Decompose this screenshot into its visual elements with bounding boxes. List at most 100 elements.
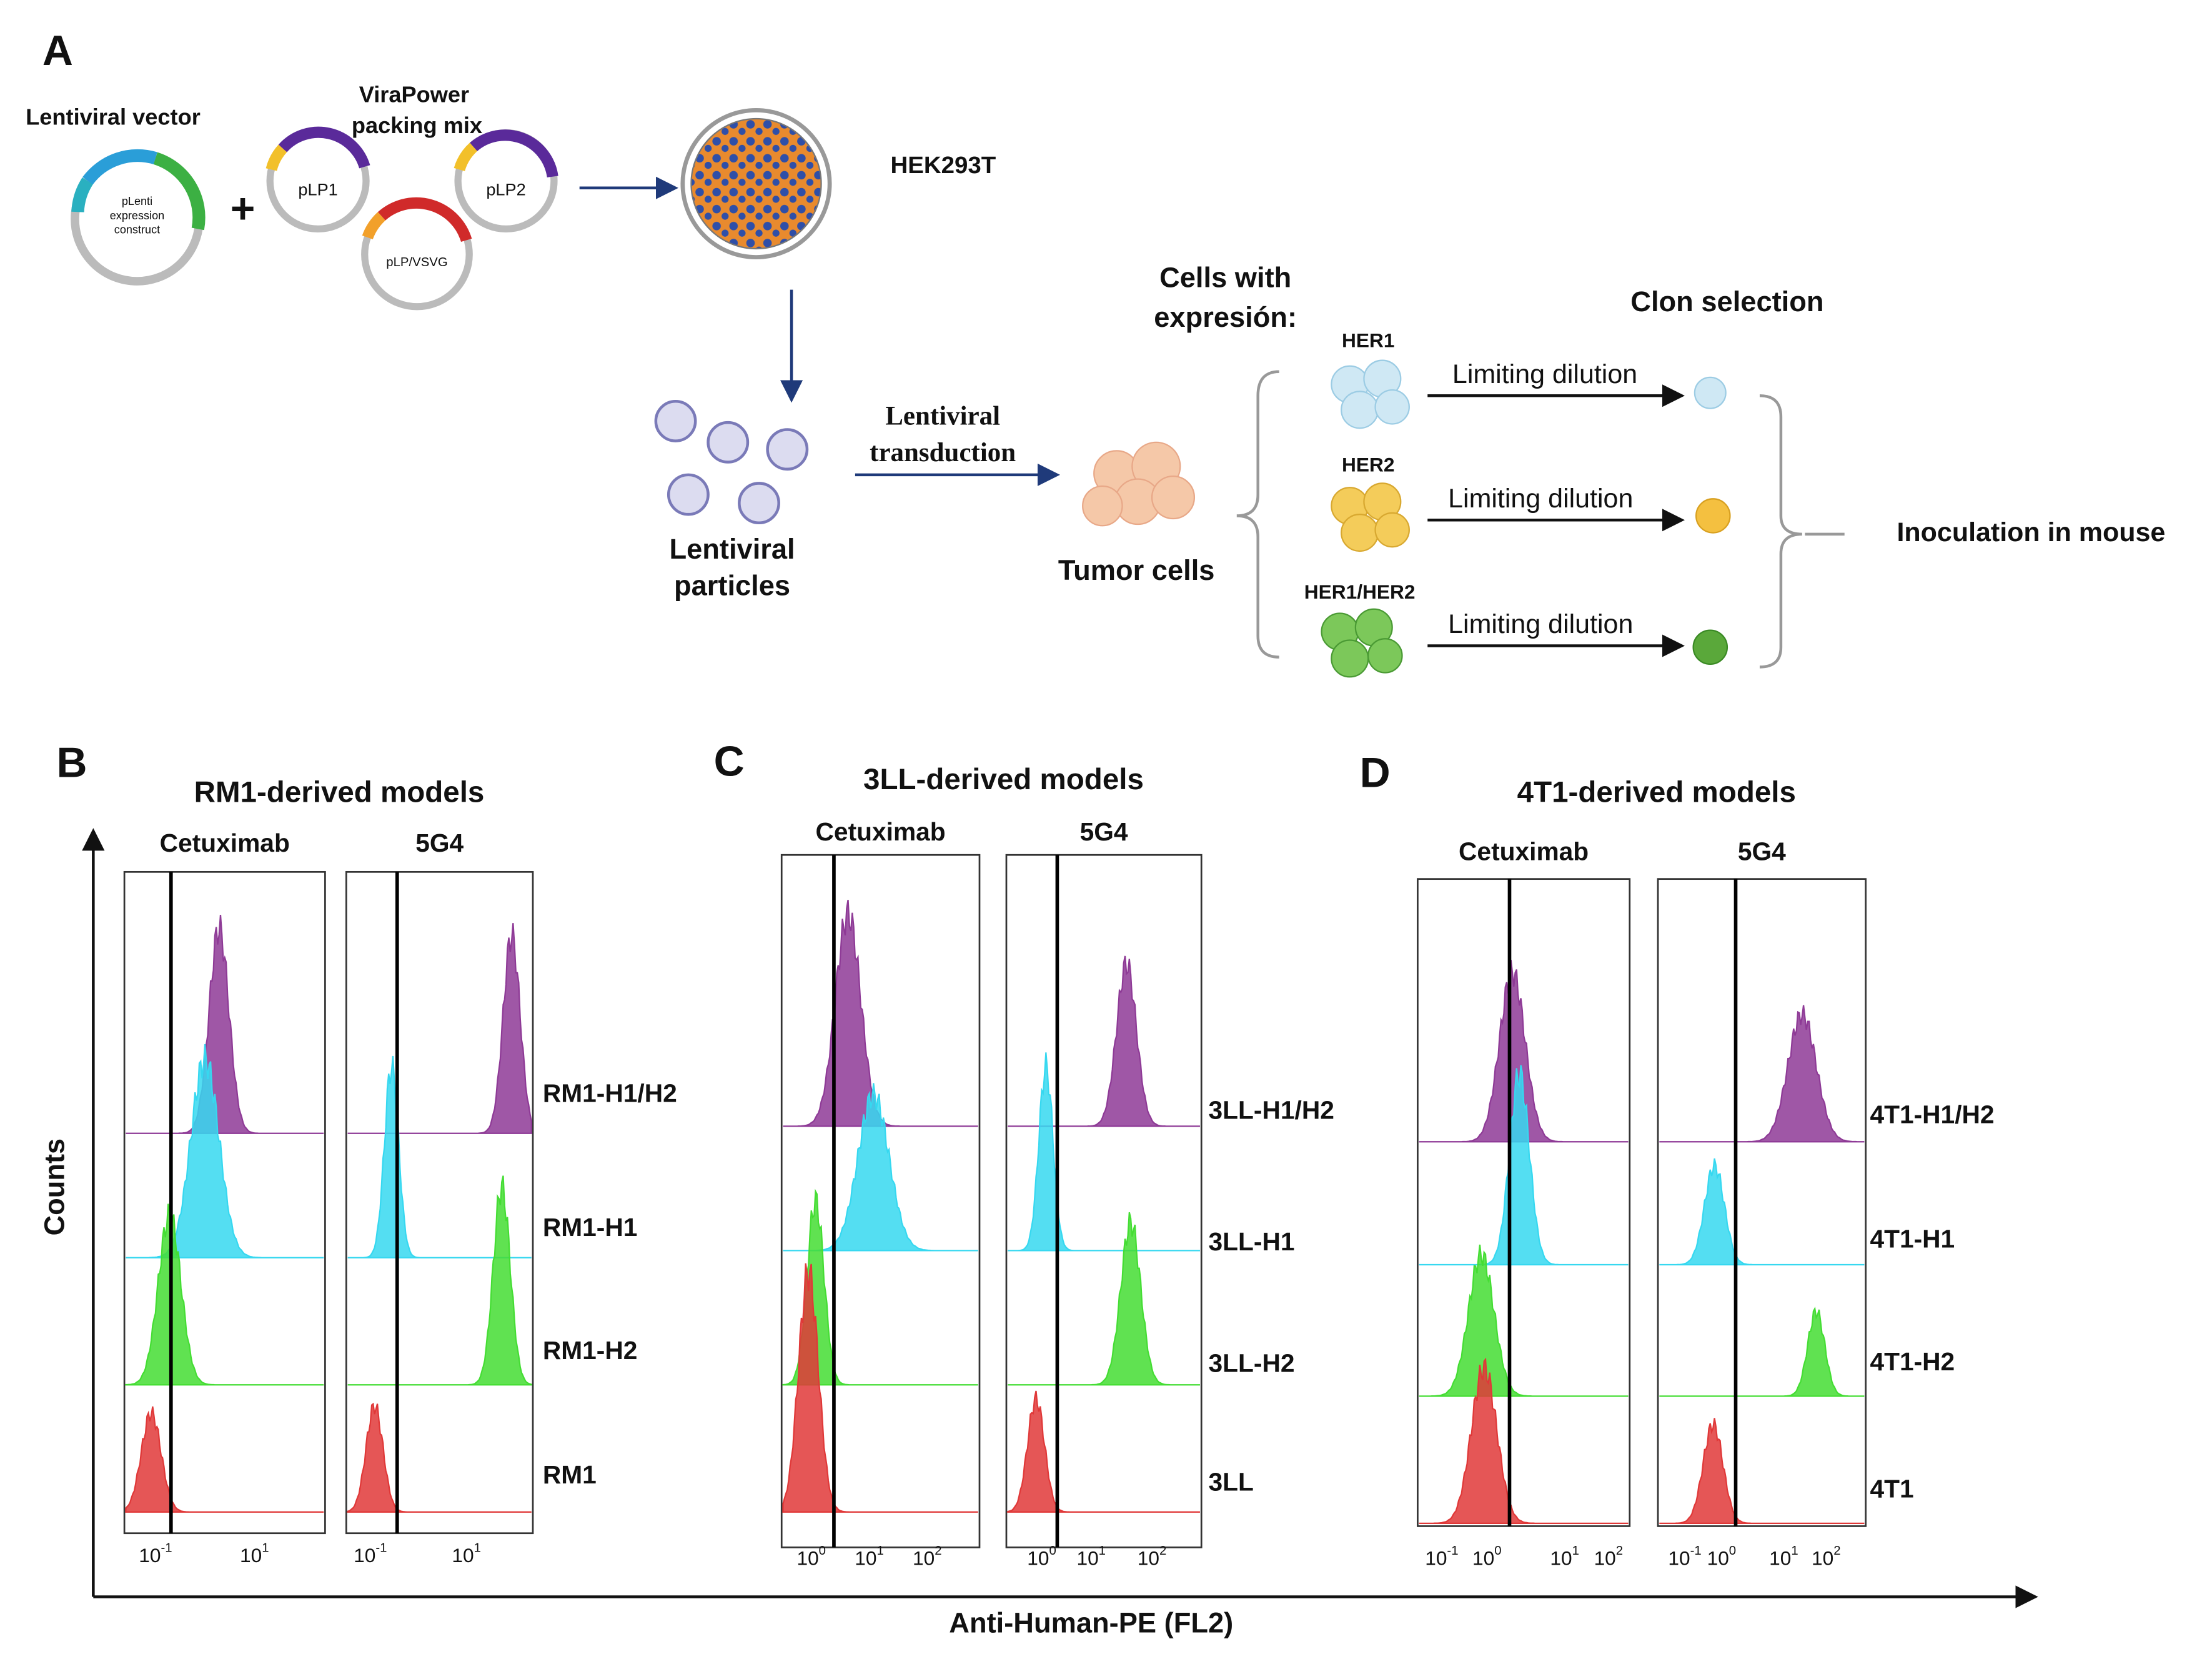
row-label: RM1	[543, 1460, 597, 1489]
tick-exp: -1	[1690, 1545, 1702, 1558]
histogram	[1419, 960, 1629, 1143]
x-tick-label: 100	[1707, 1545, 1737, 1570]
particles: particles	[674, 570, 790, 602]
packing-mix: packing mix	[352, 112, 482, 138]
tick-exp: 0	[1494, 1545, 1501, 1558]
histogram	[1419, 1244, 1629, 1397]
plasmid-label: pLP/VSVG	[386, 256, 447, 269]
row-label: 4T1-H2	[1870, 1347, 1955, 1376]
tick-exp: -1	[1447, 1545, 1458, 1558]
tick-base: 10	[913, 1547, 935, 1570]
row-label: 4T1-H1/H2	[1870, 1100, 1994, 1128]
histogram	[1007, 1390, 1200, 1513]
tick-base: 10	[240, 1545, 262, 1567]
tick-base: 10	[1472, 1547, 1494, 1570]
x-tick-label: 10-1	[139, 1542, 172, 1567]
construct-label: construct	[114, 223, 160, 236]
tick-exp: 1	[1572, 1545, 1579, 1558]
x-tick-label: 102	[1812, 1545, 1841, 1570]
tick-base: 10	[354, 1545, 375, 1567]
row-label: RM1-H1/H2	[543, 1079, 677, 1107]
tick-exp: 2	[935, 1545, 941, 1558]
clon-selection: Clon selection	[1630, 286, 1823, 317]
tick-exp: 2	[1833, 1545, 1840, 1558]
histogram	[347, 1402, 532, 1513]
histogram	[126, 915, 324, 1134]
tick-base: 10	[796, 1547, 818, 1570]
panel-label: C	[714, 738, 745, 785]
tick-base: 10	[1425, 1547, 1447, 1570]
plasmid-label: pLP1	[298, 179, 337, 199]
y-axis-label: Counts	[38, 1138, 70, 1236]
column-label: 5G4	[1738, 837, 1786, 866]
plasmid-label: pLP2	[486, 179, 525, 199]
row-label: 3LL	[1209, 1467, 1254, 1496]
tick-base: 10	[855, 1547, 876, 1570]
group-label: HER1/HER2	[1304, 580, 1416, 603]
histogram	[1659, 1418, 1865, 1525]
row-label: RM1-H2	[543, 1336, 638, 1365]
cells-with: Cells with	[1159, 262, 1291, 294]
transduction: Lentiviral	[885, 401, 1000, 431]
packing-mix: ViraPower	[359, 81, 469, 107]
histogram	[347, 923, 532, 1134]
tick-base: 10	[139, 1545, 161, 1567]
tick-exp: 0	[819, 1545, 826, 1558]
histogram	[125, 1406, 324, 1513]
tick-base: 10	[1769, 1547, 1791, 1570]
tick-exp: 2	[1159, 1545, 1166, 1558]
histogram	[125, 1203, 324, 1386]
tick-exp: 1	[1099, 1545, 1106, 1558]
tick-exp: 1	[474, 1542, 481, 1555]
x-tick-label: 101	[240, 1542, 269, 1567]
histogram	[1659, 1306, 1865, 1397]
vector-title: Lentiviral vector	[26, 104, 201, 130]
column-label: Cetuximab	[160, 829, 290, 857]
column-label: Cetuximab	[1459, 837, 1589, 866]
column-label: 5G4	[1080, 817, 1128, 846]
row-label: 3LL-H1	[1209, 1227, 1295, 1256]
x-tick-label: 101	[1550, 1545, 1579, 1570]
tick-base: 10	[1076, 1547, 1098, 1570]
histogram-frame	[1657, 878, 1867, 1527]
axes	[82, 828, 2038, 1608]
panel-a-graphics: +	[71, 108, 1845, 678]
column-label: Cetuximab	[816, 817, 946, 846]
cell-line: HEK293T	[890, 152, 996, 179]
x-tick-label: 10-1	[1425, 1545, 1458, 1570]
histogram	[347, 1175, 532, 1386]
tick-base: 10	[1668, 1547, 1690, 1570]
group-label: HER2	[1342, 454, 1394, 476]
tumor-cells: Tumor cells	[1058, 554, 1215, 586]
panel-label: B	[57, 740, 87, 787]
x-tick-label: 100	[1472, 1545, 1502, 1570]
column-label: 5G4	[415, 829, 464, 857]
tick-base: 10	[1707, 1547, 1729, 1570]
tick-exp: 2	[1616, 1545, 1623, 1558]
panel-label: D	[1360, 749, 1391, 796]
histogram	[1419, 1357, 1629, 1525]
dilution: Limiting dilution	[1452, 359, 1637, 389]
histogram	[1659, 1158, 1865, 1266]
tick-exp: 1	[876, 1545, 883, 1558]
row-label: RM1-H1	[543, 1213, 638, 1242]
row-label: 4T1	[1870, 1475, 1913, 1503]
tick-base: 10	[1138, 1547, 1159, 1570]
histogram	[1419, 1065, 1629, 1266]
row-label: 4T1-H1	[1870, 1224, 1955, 1253]
x-tick-label: 102	[1594, 1545, 1624, 1570]
svg-text:+: +	[231, 186, 255, 232]
x-axis-label: Anti-Human-PE (FL2)	[949, 1607, 1233, 1639]
tick-base: 10	[1812, 1547, 1833, 1570]
x-tick-label: 102	[913, 1545, 942, 1570]
x-tick-label: 101	[452, 1542, 481, 1567]
histogram	[1008, 1212, 1200, 1386]
tick-base: 10	[1550, 1547, 1572, 1570]
x-tick-label: 100	[796, 1545, 826, 1570]
x-tick-label: 10-1	[1668, 1545, 1701, 1570]
panel-title: 3LL-derived models	[863, 763, 1144, 796]
tick-exp: 0	[1049, 1545, 1056, 1558]
histogram	[126, 1044, 324, 1258]
particles: Lentiviral	[669, 533, 795, 565]
